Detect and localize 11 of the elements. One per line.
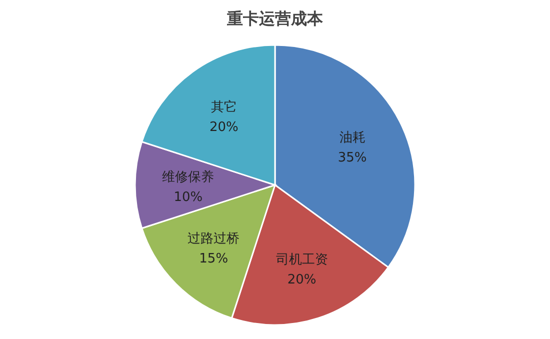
data-label: 15% [199, 251, 228, 266]
data-label: 35% [338, 150, 367, 166]
data-label: 10% [174, 190, 203, 205]
slice-label: 司机工资 [276, 252, 328, 268]
chart-title: 重卡运营成本 [226, 9, 324, 28]
slice-label: 过路过桥 [188, 231, 240, 246]
slice-label: 油耗 [339, 130, 366, 146]
data-label: 20% [287, 272, 316, 288]
slice-label: 其它 [210, 98, 237, 115]
data-label: 20% [210, 120, 238, 135]
slice-label: 维修保养 [162, 169, 214, 185]
